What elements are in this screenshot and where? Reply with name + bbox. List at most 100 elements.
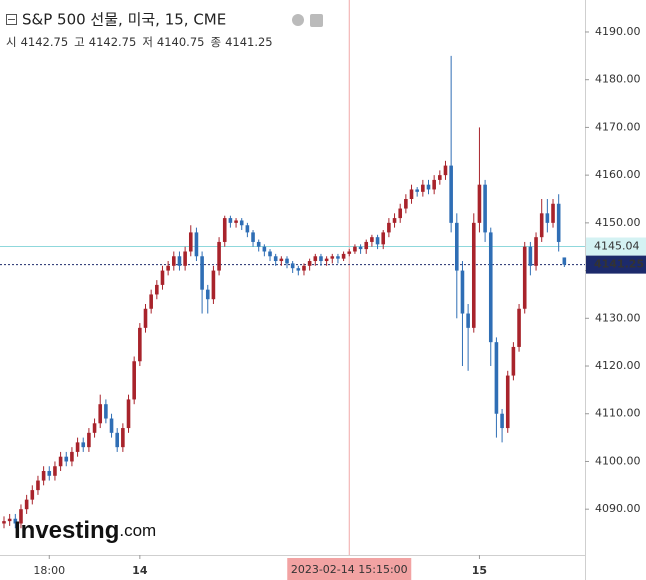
ohlc-label: 종 <box>210 35 221 49</box>
candle-body <box>455 222 459 271</box>
logo-brand: Investing <box>14 517 119 544</box>
candle-body <box>522 246 527 309</box>
candle-body <box>336 256 340 259</box>
settings-icons[interactable] <box>292 14 323 27</box>
icon-box <box>6 14 17 25</box>
candle-body <box>426 184 431 190</box>
candle-body <box>64 456 69 462</box>
candle-body <box>438 175 442 180</box>
candle-body <box>432 179 436 190</box>
candle-body <box>36 480 40 491</box>
candle-body <box>471 222 476 328</box>
candle-body <box>75 442 80 452</box>
candle-body <box>409 189 414 199</box>
candle-body <box>466 313 470 328</box>
candle-body <box>324 258 329 262</box>
ohlc-legend: 시 4142.75 고 4142.75 저 4140.75 종 4141.25 <box>6 35 273 49</box>
candle-body <box>443 165 448 176</box>
candle-body <box>290 263 295 269</box>
crosshair-x-box <box>287 558 412 580</box>
candle-body <box>155 284 159 295</box>
candle-body <box>358 246 363 250</box>
candle-body <box>24 499 29 510</box>
collapse-icon[interactable] <box>6 14 17 25</box>
ohlc-value: 4142.75 <box>21 35 69 49</box>
candle-body <box>285 258 289 264</box>
candle-body <box>511 346 516 376</box>
last-price-box <box>586 255 646 274</box>
candle-body <box>483 184 487 233</box>
candle-body <box>115 432 119 448</box>
candle-body <box>177 256 182 266</box>
y-tick-label: 4150.00 <box>595 216 641 229</box>
candle-body <box>200 256 204 290</box>
candle-body <box>160 270 165 285</box>
logo: Investing.com <box>14 517 156 544</box>
candle-body <box>262 246 267 252</box>
candle-body <box>47 471 52 476</box>
x-tick-label: 15 <box>472 564 487 577</box>
candle-body <box>375 237 380 245</box>
y-tick-label: 4110.00 <box>595 407 641 420</box>
y-tick-label: 4100.00 <box>595 454 641 467</box>
candle-body <box>449 165 453 223</box>
candle-body <box>7 518 12 522</box>
candle-body <box>505 375 510 429</box>
ohlc-value: 4142.75 <box>89 35 137 49</box>
candle-body <box>273 256 278 262</box>
candle-body <box>551 203 555 223</box>
candle-body <box>556 203 561 242</box>
candle-body <box>477 184 482 223</box>
candle-body <box>545 213 550 223</box>
y-tick-label: 4130.00 <box>595 311 641 324</box>
y-tick-label: 4120.00 <box>595 359 641 372</box>
candle-body <box>392 218 397 223</box>
x-tick-label: 14 <box>132 564 148 577</box>
y-tick-label: 4170.00 <box>595 120 641 133</box>
candle-body <box>87 432 91 448</box>
chart-title: S&P 500 선물, 미국, 15, CME <box>22 11 226 29</box>
candle-body <box>58 456 63 467</box>
candle-body <box>194 232 199 257</box>
ohlc-value: 4140.75 <box>157 35 205 49</box>
candle-body <box>494 342 499 414</box>
candle-body <box>217 241 221 271</box>
y-tick-label: 4180.00 <box>595 73 641 86</box>
ohlc-label: 저 <box>142 35 153 49</box>
candle-body <box>70 451 74 462</box>
ohlc-value: 4141.25 <box>225 35 273 49</box>
candle-body <box>500 413 504 429</box>
candle-body <box>98 404 103 424</box>
candle-body <box>53 466 57 476</box>
candle-body <box>30 490 35 500</box>
candle-body <box>245 225 250 233</box>
crosshair-y-box <box>586 237 646 256</box>
candle-body <box>13 518 18 524</box>
candle-body <box>517 308 521 347</box>
candle-body <box>370 237 374 242</box>
candle-body <box>404 198 408 209</box>
candle-body <box>126 399 131 429</box>
candle-body <box>562 257 567 265</box>
candle-body <box>313 256 318 262</box>
candle-body <box>528 246 533 266</box>
candle-body <box>183 251 187 266</box>
candle-body <box>534 237 538 266</box>
candle-body <box>296 268 301 271</box>
candle-body <box>421 184 425 192</box>
candle-body <box>143 308 148 328</box>
candle-body <box>109 418 114 433</box>
candle-body <box>104 404 108 419</box>
crosshair-y-label: 4145.04 <box>594 240 640 253</box>
candle-body <box>188 232 193 252</box>
candle-body <box>488 232 493 343</box>
candle-body <box>387 222 391 233</box>
candle-body <box>222 218 227 242</box>
candle-body <box>268 251 272 257</box>
candle-body <box>364 241 369 250</box>
candle-body <box>353 246 357 252</box>
icon-eye <box>292 14 304 26</box>
candle-body <box>415 189 419 192</box>
logo-suffix: .com <box>119 521 156 540</box>
